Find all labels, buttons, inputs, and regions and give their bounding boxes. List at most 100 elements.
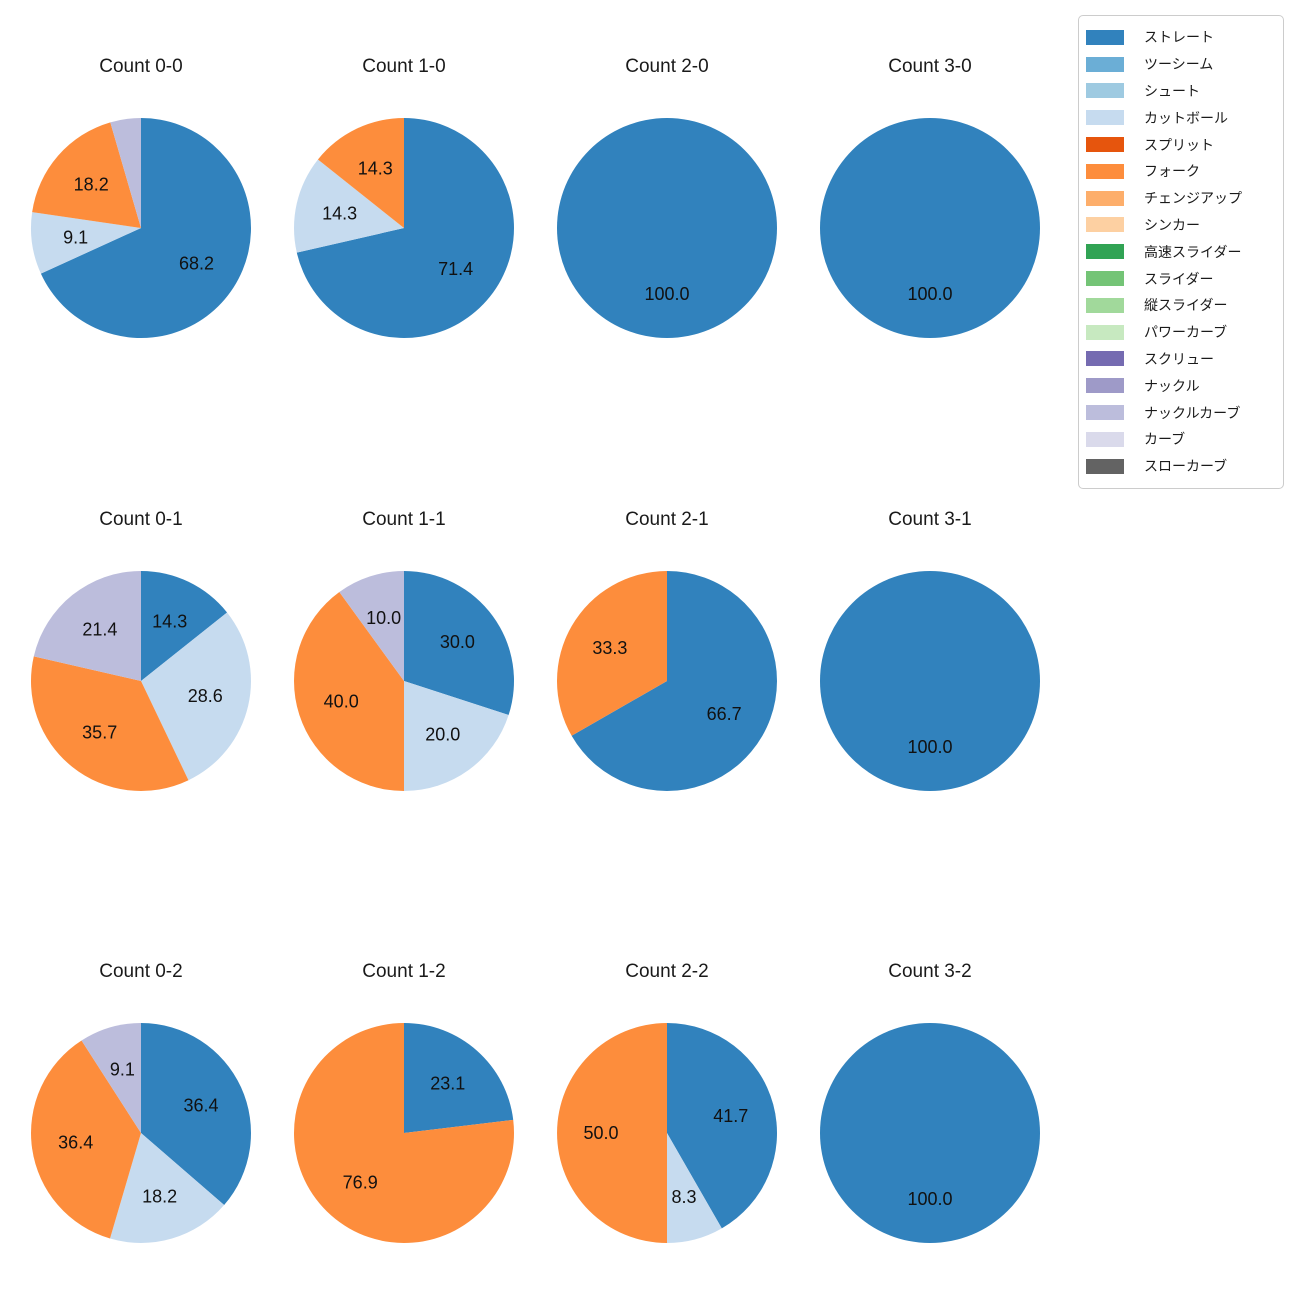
chart-title: Count 2-1 — [625, 509, 709, 530]
legend-swatch — [1086, 405, 1124, 421]
legend-item: ナックルカーブ — [1086, 399, 1277, 426]
chart-title: Count 0-1 — [99, 509, 183, 530]
pie-slice — [30, 656, 189, 791]
pie-chart: 71.4 14.3 14.3 — [293, 118, 514, 338]
legend-item: シンカー — [1086, 212, 1277, 239]
slice-percent-label: 66.7 — [707, 704, 742, 724]
pie-slice — [404, 571, 515, 715]
legend-swatch — [1086, 244, 1124, 260]
slice-percent-label: 41.7 — [713, 1106, 748, 1126]
chart-title: Count 3-1 — [888, 509, 972, 530]
pie-slice — [667, 1023, 778, 1229]
pie-slice — [820, 571, 1040, 791]
slice-percent-label: 18.2 — [142, 1186, 177, 1206]
legend-label: ツーシーム — [1144, 56, 1214, 73]
chart-title: Count 3-2 — [888, 961, 972, 982]
legend-swatch — [1086, 110, 1124, 126]
slice-percent-label: 9.1 — [110, 1060, 135, 1080]
pie-slice — [339, 571, 404, 681]
slice-percent-label: 30.0 — [440, 632, 475, 652]
legend-item: ナックル — [1086, 372, 1277, 399]
legend-label: カーブ — [1144, 431, 1186, 448]
legend-label: パワーカーブ — [1144, 324, 1228, 341]
slice-percent-label: 9.1 — [63, 227, 88, 247]
legend-label: チェンジアップ — [1144, 190, 1242, 207]
pie-chart: 100.0 — [820, 571, 1040, 791]
slice-percent-label: 23.1 — [430, 1074, 465, 1094]
legend-swatch — [1086, 271, 1124, 287]
slice-percent-label: 20.0 — [425, 724, 460, 744]
legend-item: ツーシーム — [1086, 51, 1277, 78]
chart-title: Count 2-2 — [625, 961, 709, 982]
slice-percent-label: 33.3 — [592, 638, 627, 658]
legend-item: 縦スライダー — [1086, 292, 1277, 319]
slice-percent-label: 14.3 — [358, 159, 393, 179]
pie-chart: 100.0 — [820, 118, 1040, 338]
pie-chart: 66.7 33.3 — [556, 571, 777, 791]
slice-percent-label: 50.0 — [583, 1123, 618, 1143]
slice-percent-label: 71.4 — [438, 259, 473, 279]
slice-percent-label: 28.6 — [188, 686, 223, 706]
slice-percent-label: 100.0 — [644, 284, 689, 304]
legend-label: ナックル — [1144, 377, 1200, 394]
pie-chart: 14.3 28.6 35.7 21.4 — [30, 571, 251, 791]
chart-title: Count 0-0 — [99, 56, 183, 77]
legend-item: ストレート — [1086, 24, 1277, 51]
pie-slice — [32, 122, 141, 228]
pie-chart: 23.1 76.9 — [294, 1023, 515, 1243]
legend-item: スローカーブ — [1086, 453, 1277, 480]
legend-item: スプリット — [1086, 131, 1277, 158]
legend-item: スライダー — [1086, 265, 1277, 292]
legend-swatch — [1086, 137, 1124, 153]
pie-slice — [296, 118, 514, 338]
pie-slice — [40, 118, 252, 338]
legend-swatch — [1086, 297, 1124, 313]
slice-percent-label: 76.9 — [343, 1172, 378, 1192]
slice-percent-label: 21.4 — [82, 619, 117, 639]
slice-percent-label: 10.0 — [366, 608, 401, 628]
pie-slice — [110, 1133, 225, 1243]
legend-swatch — [1086, 351, 1124, 367]
pie-slice — [556, 571, 667, 736]
legend-item: カーブ — [1086, 426, 1277, 453]
slice-percent-label: 40.0 — [324, 691, 359, 711]
legend-item: フォーク — [1086, 158, 1277, 185]
legend-label: ナックルカーブ — [1144, 404, 1241, 421]
pie-slice — [404, 681, 509, 791]
legend-swatch — [1086, 56, 1124, 72]
legend-item: スクリュー — [1086, 346, 1277, 373]
slice-percent-label: 18.2 — [74, 175, 109, 195]
pie-slice — [557, 1023, 667, 1243]
pie-slice — [404, 1023, 514, 1133]
pie-slice — [667, 1133, 722, 1243]
slice-percent-label: 100.0 — [907, 284, 952, 304]
legend-label: シュート — [1144, 82, 1200, 99]
pie-slice — [141, 612, 251, 781]
legend-label: 縦スライダー — [1144, 297, 1228, 314]
slice-percent-label: 35.7 — [82, 723, 117, 743]
pie-slice — [31, 212, 141, 274]
pie-slice — [317, 118, 404, 228]
pie-slice — [110, 118, 141, 228]
pie-slice — [571, 571, 777, 791]
legend-label: 高速スライダー — [1144, 243, 1242, 260]
slice-percent-label: 68.2 — [179, 254, 214, 274]
pie-slice — [31, 1040, 141, 1239]
pie-slice — [820, 1023, 1040, 1243]
legend-item: チェンジアップ — [1086, 185, 1277, 212]
pie-chart: 100.0 — [557, 118, 777, 338]
pie-slice — [294, 1023, 515, 1243]
slice-percent-label: 36.4 — [58, 1132, 93, 1152]
pie-slice — [33, 571, 141, 681]
pitch-type-legend: ストレートツーシームシュートカットボール スプリット フォークチェンジアップシンカー… — [1078, 15, 1284, 489]
pie-slice — [141, 571, 228, 681]
legend-item: 高速スライダー — [1086, 238, 1277, 265]
legend-swatch — [1086, 83, 1124, 99]
pie-chart: 41.7 8.3 50.0 — [557, 1023, 778, 1243]
pie-slice — [81, 1023, 141, 1133]
legend-swatch — [1086, 29, 1124, 45]
legend-item: カットボール — [1086, 104, 1277, 131]
legend-item: シュート — [1086, 78, 1277, 105]
legend-swatch — [1086, 431, 1124, 447]
